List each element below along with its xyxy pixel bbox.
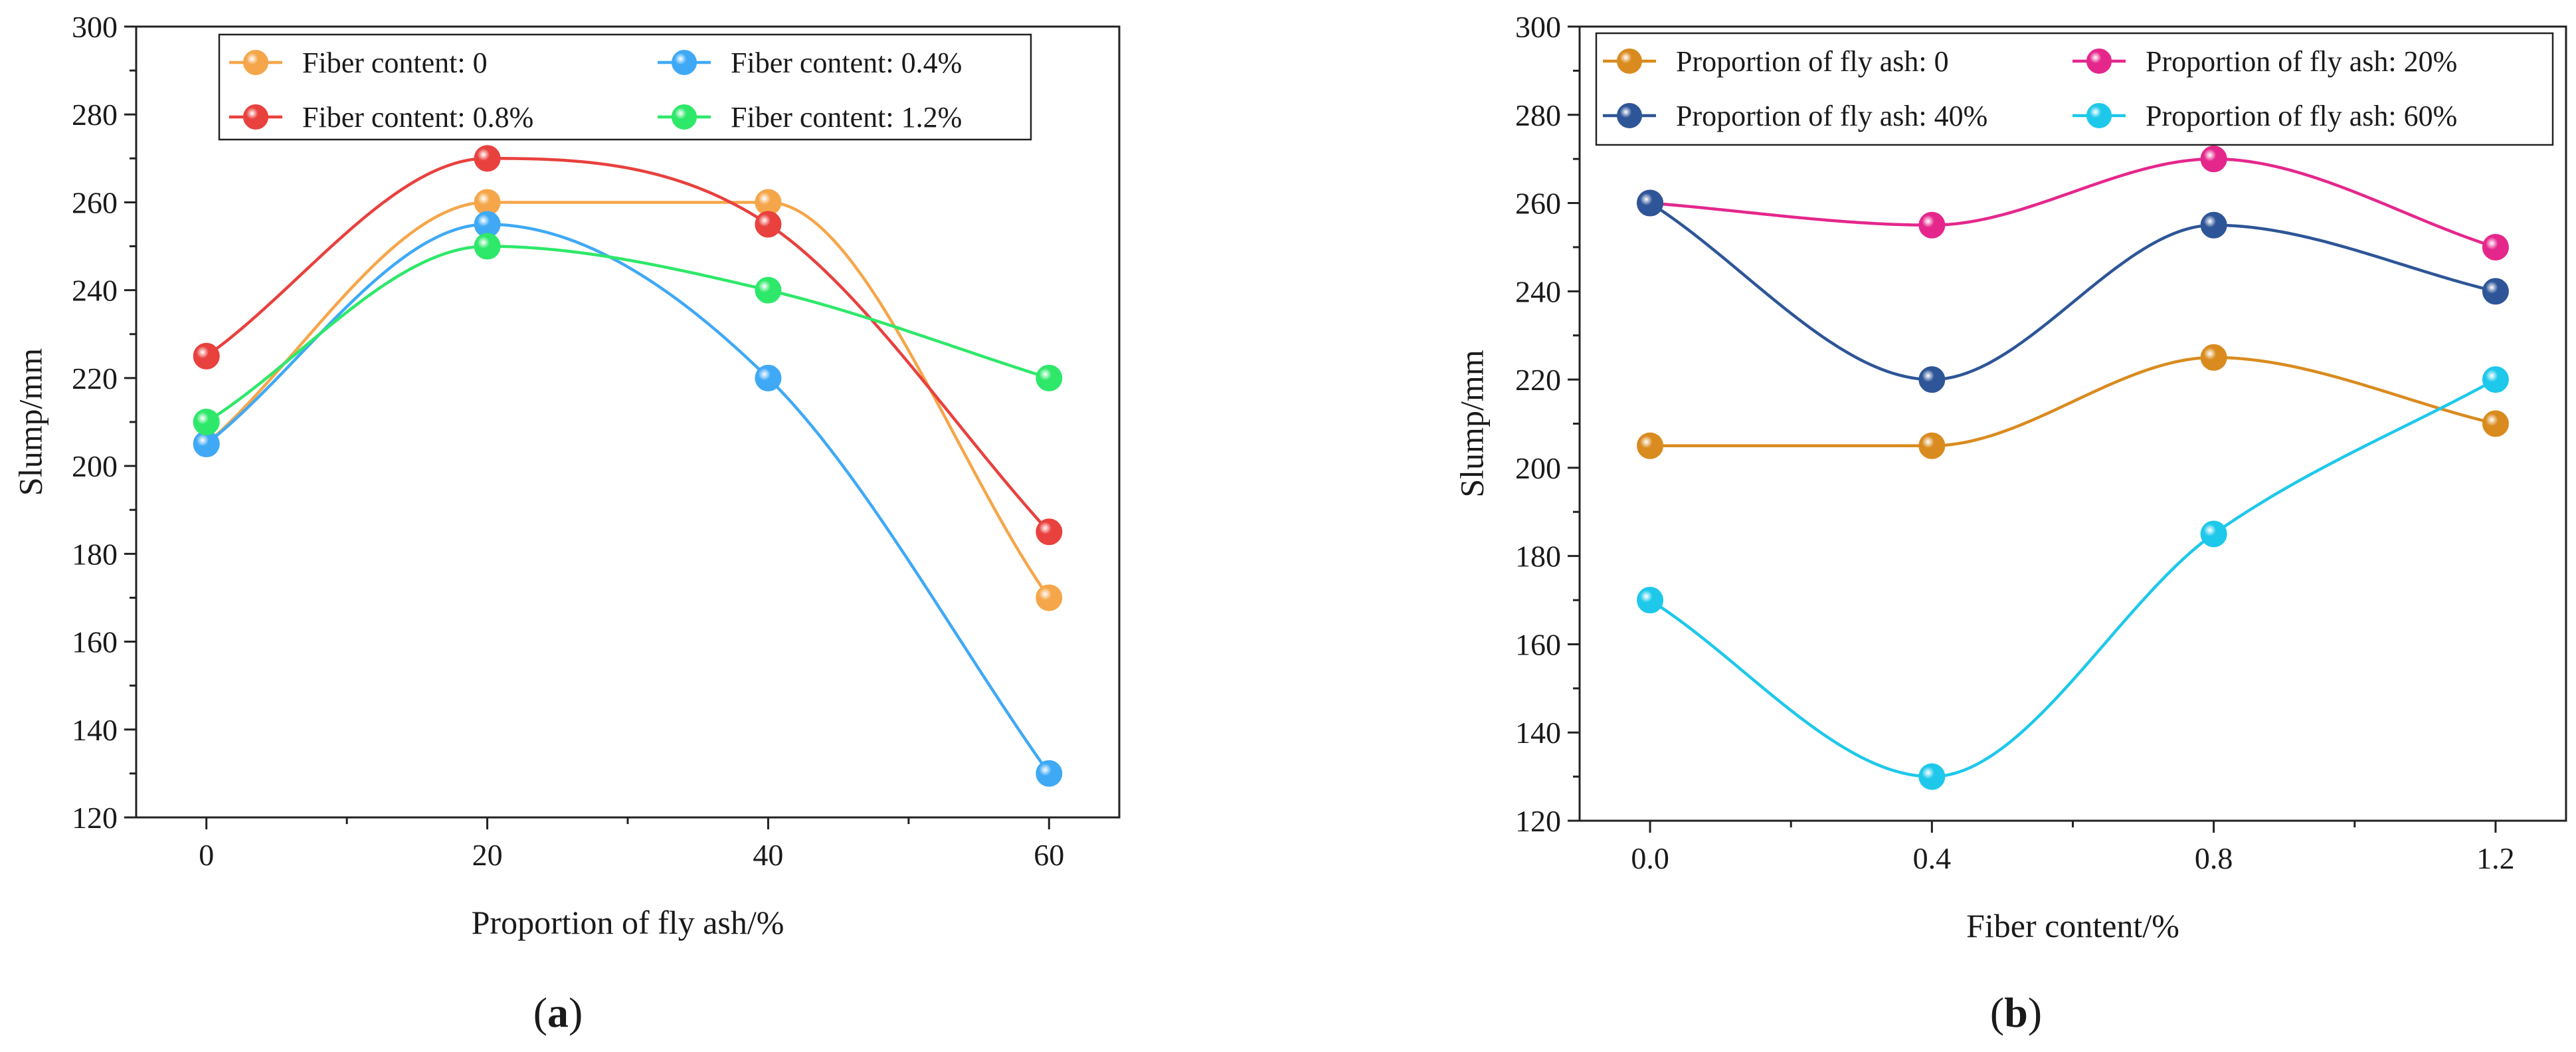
data-point [474, 233, 501, 260]
x-tick-label: 60 [1034, 838, 1064, 872]
y-tick-label: 200 [72, 449, 118, 483]
series-line [1649, 157, 2496, 249]
data-point [193, 409, 220, 435]
y-axis-title: Slump/mm [1453, 350, 1491, 497]
data-point [2482, 278, 2509, 305]
legend-label: Fiber content: 0 [302, 47, 488, 79]
data-point [1637, 189, 1664, 217]
data-point [2200, 344, 2227, 371]
data-point [755, 364, 782, 391]
panel-label-letter: b [2004, 989, 2028, 1036]
data-point [2482, 233, 2509, 261]
x-tick-label: 0 [199, 838, 214, 872]
data-point [1036, 518, 1063, 546]
panel-label-open: ( [1990, 989, 2004, 1036]
y-tick-label: 300 [72, 10, 118, 44]
data-point [1918, 366, 1946, 393]
legend-marker [1617, 103, 1642, 128]
data-point [1918, 763, 1946, 790]
x-tick-label: 0.4 [1913, 841, 1952, 875]
y-tick-label: 200 [1515, 451, 1561, 485]
y-tick-label: 160 [72, 625, 118, 659]
legend-marker [672, 50, 697, 75]
data-point [1036, 760, 1063, 787]
data-point [2200, 520, 2227, 548]
x-axis-title: Fiber content/% [1966, 907, 2179, 944]
x-tick-label: 20 [472, 838, 503, 872]
data-point [2200, 211, 2227, 239]
y-tick-label: 260 [72, 185, 118, 219]
data-point [1036, 584, 1063, 611]
legend-marker [2086, 103, 2112, 128]
panel-label: (a) [533, 989, 583, 1036]
x-tick-label: 40 [753, 838, 783, 872]
data-point [1918, 211, 1946, 239]
panel-label: (b) [1990, 989, 2042, 1036]
y-tick-label: 220 [72, 362, 118, 395]
legend-box [218, 33, 1032, 141]
y-tick-label: 160 [1515, 627, 1561, 661]
x-tick-label: 0.8 [2195, 841, 2233, 875]
chart-b: 120 140 160 180 200 220 240 260 280 300 0.0 0.4 0.8 1… [1453, 10, 2567, 1036]
y-tick-label: 180 [72, 537, 118, 571]
y-tick-label: 280 [1515, 98, 1561, 132]
series-line [205, 157, 1050, 533]
legend-marker [2086, 49, 2112, 74]
panel-label-open: ( [533, 989, 547, 1036]
legend-box [1595, 32, 2554, 146]
legend-marker [243, 50, 268, 75]
series-line [1650, 356, 2496, 447]
x-tick-label: 1.2 [2476, 841, 2515, 875]
y-tick-label: 140 [72, 713, 118, 747]
data-point [2482, 366, 2509, 393]
series-line [205, 245, 1050, 423]
y-tick-label: 120 [1515, 804, 1561, 838]
data-point [755, 211, 782, 238]
x-axis-title: Proportion of fly ash/% [472, 904, 784, 941]
x-tick-label: 0.0 [1631, 841, 1669, 875]
legend-label: Proportion of fly ash: 40% [1676, 100, 1987, 132]
y-tick-label: 260 [1515, 187, 1561, 221]
y-tick-label: 140 [1515, 716, 1561, 750]
data-point [1036, 364, 1063, 391]
panel-label-close: ) [2028, 989, 2042, 1036]
data-point [193, 342, 220, 369]
data-point [1637, 432, 1664, 459]
data-point [1637, 587, 1664, 614]
y-tick-label: 240 [1515, 274, 1561, 308]
y-tick-label: 220 [1515, 363, 1561, 397]
data-point [474, 145, 501, 172]
legend: Proportion of fly ash: 0 Proportion of fl… [1595, 32, 2554, 146]
legend-label: Fiber content: 0.4% [731, 47, 962, 79]
legend-marker [1617, 49, 1642, 74]
y-tick-label: 120 [72, 801, 118, 835]
legend-marker [243, 104, 268, 130]
data-point [1918, 432, 1946, 459]
legend: Fiber content: 0 Fiber content: 0.4% Fiber… [218, 33, 1032, 141]
data-point [755, 276, 782, 304]
data-point [2200, 146, 2227, 173]
chart-a: 120 140 160 180 200 220 240 260 280 300 0 20 40 60 Pro… [12, 10, 1121, 1036]
plot-frame [135, 25, 1121, 819]
panel-label-letter: a [547, 989, 569, 1036]
series-line [205, 223, 1051, 775]
data-point [2482, 410, 2509, 437]
series-line [1649, 378, 2497, 778]
legend-label: Proportion of fly ash: 0 [1676, 45, 1949, 78]
legend-label: Fiber content: 1.2% [731, 101, 962, 134]
legend-label: Proportion of fly ash: 60% [2146, 100, 2457, 132]
legend-marker [672, 104, 697, 130]
panel-label-close: ) [569, 989, 583, 1036]
y-tick-label: 300 [1515, 10, 1561, 44]
y-tick-label: 240 [72, 274, 118, 308]
y-tick-label: 180 [1515, 540, 1561, 574]
series-line [1649, 201, 2496, 381]
y-tick-label: 280 [72, 98, 118, 132]
legend-label: Fiber content: 0.8% [302, 101, 533, 134]
y-axis-title: Slump/mm [12, 348, 49, 496]
legend-label: Proportion of fly ash: 20% [2146, 45, 2457, 78]
series-line [205, 201, 1051, 599]
